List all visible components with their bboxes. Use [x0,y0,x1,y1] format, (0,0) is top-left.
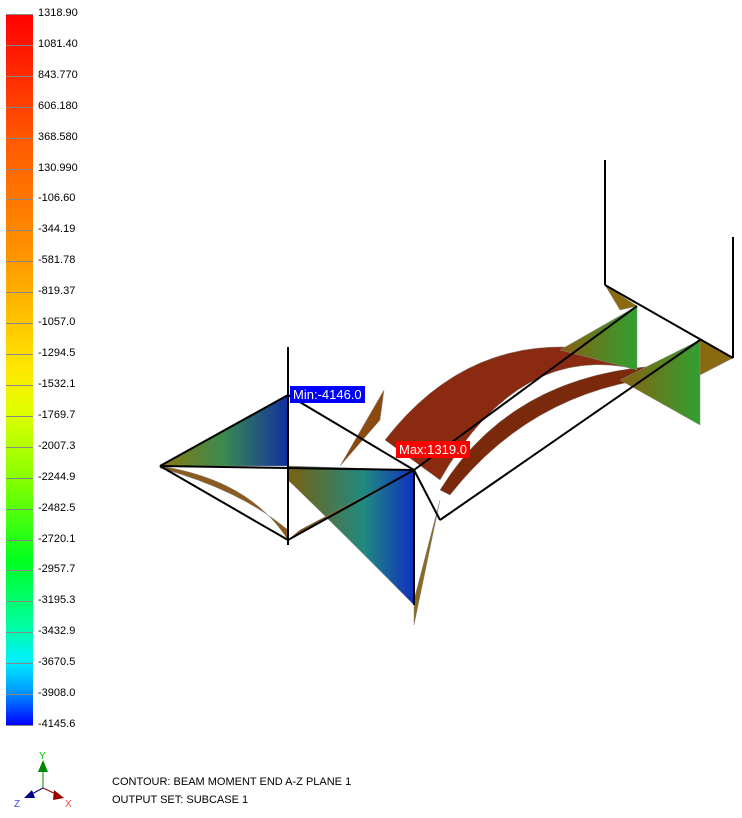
legend-value: -1769.7 [38,408,76,421]
legend-tick [6,44,33,46]
z-axis-label: Z [14,799,20,810]
legend-value: -106.60 [38,192,76,205]
contour-label: CONTOUR: BEAM MOMENT END A-Z PLANE 1 [112,776,352,788]
legend-tick [6,354,33,356]
legend-value: 843.770 [38,68,78,81]
legend-value: -1294.5 [38,347,76,360]
contour-legend-bar [6,14,33,725]
max-marker: Max:1319.0 [396,441,470,458]
legend-value: -1532.1 [38,377,76,390]
x-axis-label: X [65,799,72,810]
legend-tick [6,415,33,417]
legend-value: -819.37 [38,285,76,298]
legend-tick [6,446,33,448]
legend-value: -2720.1 [38,532,76,545]
legend-value: 1081.40 [38,37,78,50]
legend-value: -2007.3 [38,439,76,452]
diagram-fill [699,339,734,376]
legend-tick [6,168,33,170]
legend-value: 130.990 [38,161,78,174]
legend-value: -1057.0 [38,316,76,329]
legend-tick [6,632,33,634]
legend-tick [6,137,33,139]
legend-value: -3432.9 [38,625,76,638]
diagram-fill [559,305,638,371]
legend-tick [6,14,33,15]
legend-tick [6,694,33,696]
axis-triad: Y Z X [14,751,72,810]
diagram-fill [287,465,415,606]
legend-value: -2244.9 [38,470,76,483]
diagram-fill [604,284,638,311]
min-marker: Min:-4146.0 [290,386,365,403]
legend-value: -581.78 [38,254,76,267]
legend-value: -3670.5 [38,656,76,669]
legend-value: 368.580 [38,130,78,143]
x-axis-icon [53,790,64,800]
legend-value: -3195.3 [38,594,76,607]
z-axis-icon [24,790,35,798]
legend-tick [6,508,33,510]
legend-tick [6,230,33,232]
legend-tick [6,477,33,479]
legend-value: -344.19 [38,223,76,236]
legend-value: 606.180 [38,99,78,112]
legend-value: -3908.0 [38,687,76,700]
legend-value: -4145.6 [38,718,76,730]
output-set-label: OUTPUT SET: SUBCASE 1 [112,794,249,806]
legend-tick [6,292,33,294]
legend-tick [6,199,33,201]
legend-tick [6,384,33,386]
legend-tick [6,323,33,325]
legend-tick [6,539,33,541]
diagram-fill [619,339,701,426]
legend-tick [6,663,33,665]
legend-tick [6,570,33,572]
legend-tick [6,106,33,108]
legend-value: -2957.7 [38,563,76,576]
legend-value: -2482.5 [38,501,76,514]
legend-tick [6,75,33,77]
legend-value: 1318.90 [38,7,78,19]
y-axis-label: Y [39,751,46,762]
diagram-fill [413,499,441,626]
legend-tick [6,261,33,263]
legend-tick [6,601,33,603]
legend-tick [6,725,33,726]
diagram-fill [339,389,385,467]
